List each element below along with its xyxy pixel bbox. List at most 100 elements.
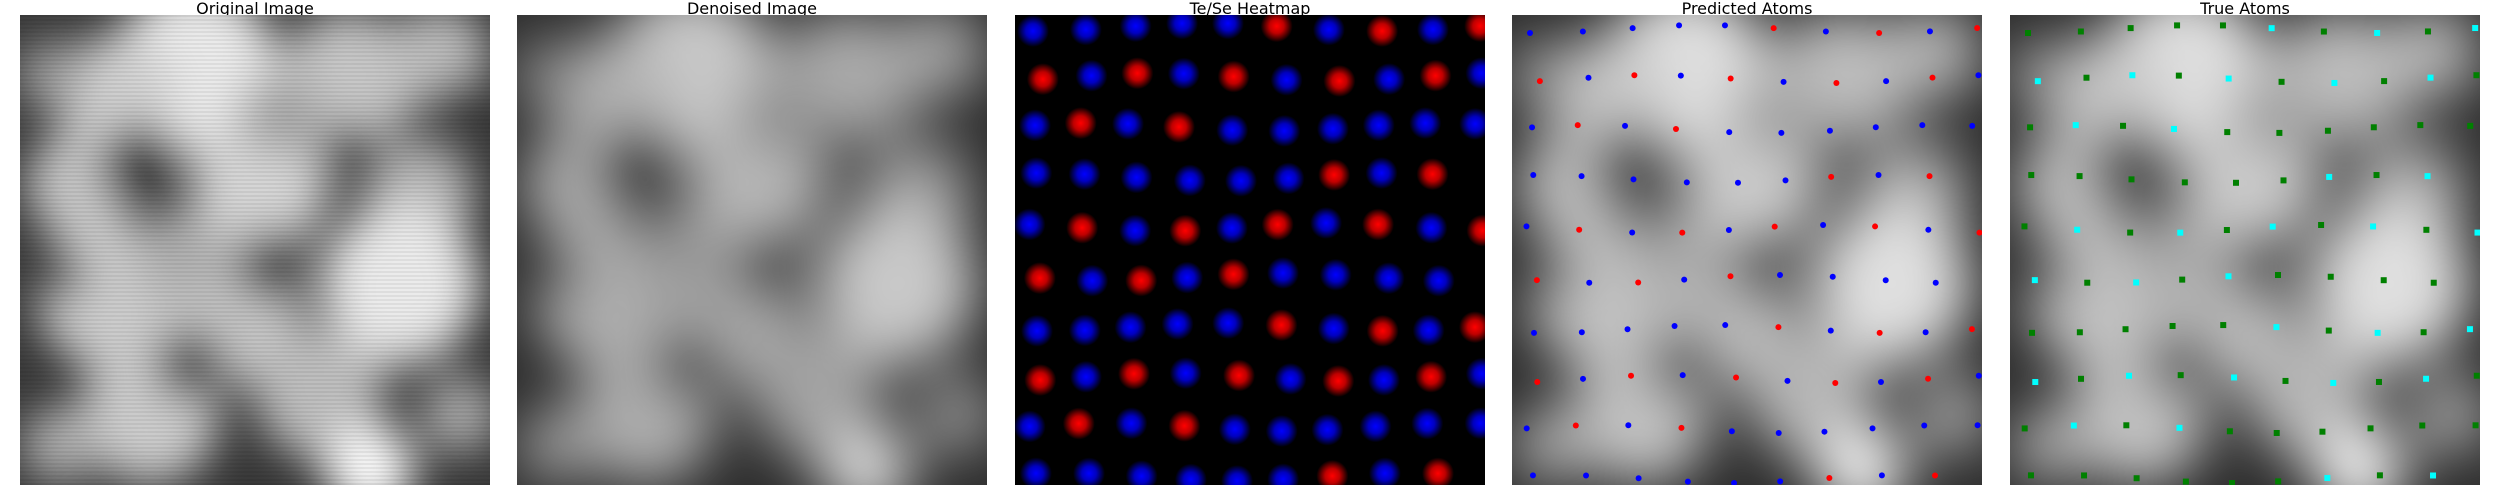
heatmap-spot-se xyxy=(1221,465,1254,485)
heatmap-spot-se xyxy=(1076,264,1109,297)
true-atom xyxy=(2427,74,2434,81)
true-atom xyxy=(2473,372,2480,379)
heatmap-spot-se xyxy=(1224,164,1257,197)
heatmap-spot-se xyxy=(1372,262,1405,295)
denoised-image xyxy=(517,15,987,485)
predicted-atom-te xyxy=(1876,29,1883,36)
true-atom xyxy=(2223,227,2230,234)
heatmap-spot-se xyxy=(1317,312,1350,345)
predicted-atoms-image xyxy=(1512,15,1982,485)
true-atom xyxy=(2133,279,2140,286)
true-atom xyxy=(2081,472,2088,479)
predicted-atom-se xyxy=(1683,179,1690,186)
true-atom xyxy=(2076,173,2083,180)
heatmap-spot-te xyxy=(1362,208,1395,241)
true-atom xyxy=(2220,322,2227,329)
heatmap-spot-te xyxy=(1024,364,1057,397)
heatmap-spot-te xyxy=(1026,63,1059,96)
predicted-atom-se xyxy=(1731,479,1738,485)
heatmap-spot-se xyxy=(1166,15,1199,40)
heatmap-spot-se xyxy=(1459,107,1485,140)
heatmap-spot-te xyxy=(1125,264,1158,297)
predicted-atom-se xyxy=(1523,425,1530,432)
true-atom xyxy=(2027,124,2034,131)
true-atom xyxy=(2373,172,2380,179)
predicted-atom-se xyxy=(1726,129,1733,136)
true-atom xyxy=(2133,475,2140,482)
heatmap-spot-se xyxy=(1216,114,1249,147)
true-atom xyxy=(2273,324,2280,331)
true-atom xyxy=(2083,74,2090,81)
predicted-atom-te xyxy=(1925,375,1932,382)
predicted-atom-te xyxy=(1929,74,1936,81)
heatmap-spot-te xyxy=(1169,214,1202,247)
predicted-atom-te xyxy=(1576,226,1583,233)
predicted-atom-te xyxy=(1932,472,1939,479)
heatmap-spot-se xyxy=(1212,307,1245,340)
predicted-atom-te xyxy=(1775,324,1782,331)
predicted-atom-se xyxy=(1624,326,1631,333)
true-atom xyxy=(2126,372,2133,379)
panel-true: True Atoms xyxy=(2010,1,2480,485)
heatmap-spot-te xyxy=(1260,15,1293,43)
true-atom xyxy=(2275,478,2282,485)
heatmap-spot-se xyxy=(1125,460,1158,485)
heatmap-spot-se xyxy=(1167,57,1200,90)
heatmap-spot-te xyxy=(1064,107,1097,140)
predicted-atom-te xyxy=(1872,223,1879,230)
heatmap-spot-se xyxy=(1373,63,1406,96)
predicted-atom-te xyxy=(1833,79,1840,86)
predicted-atom-se xyxy=(1777,478,1784,485)
true-atom xyxy=(2231,374,2238,381)
panel-title-predicted: Predicted Atoms xyxy=(1681,0,1813,18)
predicted-atom-te xyxy=(1572,422,1579,429)
true-atom xyxy=(2474,229,2480,236)
heatmap-spot-te xyxy=(1168,409,1201,442)
true-atom xyxy=(2128,176,2135,183)
predicted-atom-se xyxy=(1725,227,1732,234)
panel-title-denoised: Denoised Image xyxy=(686,0,818,18)
heatmap-spot-te xyxy=(1466,214,1485,247)
heatmap-spot-se xyxy=(1068,314,1101,347)
predicted-atom-te xyxy=(1628,372,1635,379)
predicted-atom-te xyxy=(1733,374,1740,381)
heatmap-spot-te xyxy=(1062,407,1095,440)
heatmap-spot-te xyxy=(1458,311,1485,344)
true-atom xyxy=(2076,329,2083,336)
true-atom xyxy=(2423,226,2430,233)
true-atom xyxy=(2380,277,2387,284)
true-atom xyxy=(2028,329,2035,336)
heatmap-spot-te xyxy=(1217,258,1250,291)
predicted-atom-se xyxy=(1826,127,1833,134)
heatmap-spot-te xyxy=(1318,158,1351,191)
predicted-atom-se xyxy=(1784,377,1791,384)
true-atom xyxy=(2232,179,2239,186)
heatmap-spot-te xyxy=(1422,457,1455,485)
true-atom xyxy=(2127,229,2134,236)
heatmap-spot-te xyxy=(1265,309,1298,342)
predicted-atom-se xyxy=(1932,279,1939,286)
predicted-atom-te xyxy=(1926,173,1933,180)
true-atom xyxy=(2375,378,2382,385)
predicted-atom-se xyxy=(1681,276,1688,283)
predicted-atom-se xyxy=(1820,222,1827,229)
predicted-atom-se xyxy=(1625,422,1632,429)
true-atom xyxy=(2174,22,2181,29)
predicted-atom-te xyxy=(1533,277,1540,284)
heatmap-spot-te xyxy=(1118,357,1151,390)
heatmap-spot-se xyxy=(1075,59,1108,92)
true-atom xyxy=(2226,428,2233,435)
predicted-atom-se xyxy=(1527,30,1533,36)
predicted-atom-se xyxy=(1775,429,1782,436)
true-atom xyxy=(2268,25,2275,32)
predicted-atom-se xyxy=(1975,372,1982,379)
predicted-atom-te xyxy=(1770,25,1777,32)
heatmap-spot-se xyxy=(1173,164,1206,197)
heatmap-spot-se xyxy=(1415,211,1448,244)
true-atom xyxy=(2330,379,2337,386)
true-atom xyxy=(2374,329,2381,336)
heatmap-spot-te xyxy=(1121,57,1154,90)
panel-heatmap: Te/Se Heatmap xyxy=(1015,1,1485,485)
predicted-atom-se xyxy=(1776,272,1783,279)
heatmap-spot-se xyxy=(1266,257,1299,290)
